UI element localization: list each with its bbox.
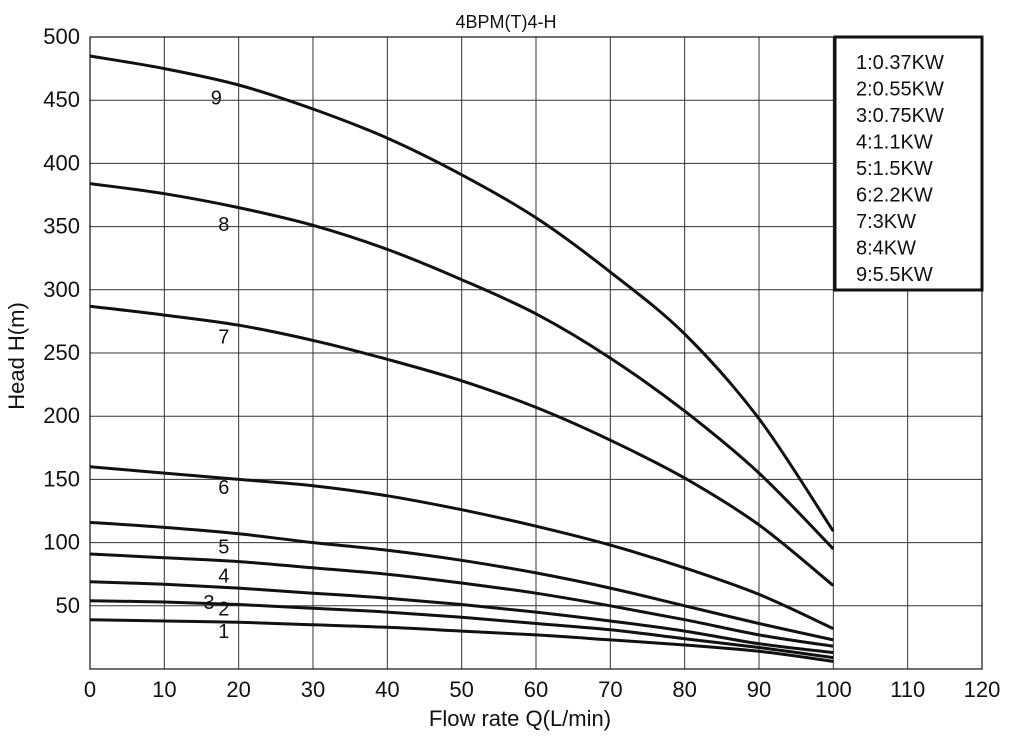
y-tick-label: 300 <box>43 277 80 302</box>
legend-box <box>833 35 984 292</box>
x-tick-label: 50 <box>449 677 473 702</box>
x-tick-label: 70 <box>598 677 622 702</box>
chart-title: 4BPM(T)4-H <box>455 12 556 32</box>
series-label-7: 7 <box>218 327 229 349</box>
series-line-3 <box>89 580 834 655</box>
plot-frame <box>89 36 983 670</box>
series-label-6: 6 <box>218 477 229 499</box>
y-tick-label: 350 <box>43 214 80 239</box>
y-tick-label: 400 <box>43 150 80 175</box>
x-tick-label: 30 <box>301 677 325 702</box>
legend-entry: 2:0.55KW <box>856 79 944 101</box>
legend-entry: 1:0.37KW <box>856 52 944 74</box>
x-tick-label: 40 <box>375 677 399 702</box>
legend-entry: 6:2.2KW <box>856 185 933 207</box>
legend-entry: 9:5.5KW <box>856 264 933 286</box>
series-label-8: 8 <box>218 214 229 236</box>
legend-entry: 8:4KW <box>856 238 916 260</box>
series-label-9: 9 <box>211 88 222 110</box>
x-axis-ticks: 0 10 20 30 40 50 60 70 80 90 100 110 120 <box>84 677 1000 702</box>
x-axis-title: Flow rate Q(L/min) <box>429 706 611 731</box>
y-tick-label: 450 <box>43 87 80 112</box>
series-line-4 <box>89 552 834 648</box>
y-tick-label: 100 <box>43 530 80 555</box>
x-tick-label: 110 <box>890 677 925 702</box>
series-line-2 <box>89 599 834 660</box>
legend-entry: 4:1.1KW <box>856 132 933 154</box>
y-tick-label: 50 <box>56 593 80 618</box>
series-line-1 <box>89 618 834 663</box>
series-line-9 <box>89 54 835 533</box>
series-line-7 <box>89 304 835 587</box>
series-label-2: 2 <box>218 598 229 620</box>
x-tick-label: 20 <box>226 677 250 702</box>
y-tick-label: 150 <box>43 466 80 491</box>
series-group <box>89 54 835 663</box>
series-label-3: 3 <box>203 592 214 614</box>
x-tick-label: 100 <box>815 677 852 702</box>
y-tick-label: 250 <box>43 340 80 365</box>
y-axis-ticks: 50 100 150 200 250 300 350 400 450 500 <box>43 24 80 618</box>
x-tick-label: 0 <box>84 677 96 702</box>
y-axis-title: Head H(m) <box>4 302 29 410</box>
series-label-1: 1 <box>218 621 229 643</box>
legend-entry: 7:3KW <box>856 211 916 233</box>
x-tick-label: 90 <box>747 677 771 702</box>
y-tick-label: 500 <box>43 24 80 49</box>
legend-entry: 3:0.75KW <box>856 105 944 127</box>
x-tick-label: 10 <box>152 677 176 702</box>
x-tick-label: 80 <box>672 677 696 702</box>
series-label-5: 5 <box>218 536 229 558</box>
series-label-4: 4 <box>218 565 229 587</box>
legend-entry: 5:1.5KW <box>856 158 933 180</box>
legend: 1:0.37KW 2:0.55KW 3:0.75KW 4:1.1KW 5:1.5KW 6:… <box>833 35 984 292</box>
series-line-5 <box>89 520 834 642</box>
x-tick-label: 120 <box>964 677 1001 702</box>
y-tick-label: 200 <box>43 403 80 428</box>
series-line-6 <box>89 465 834 630</box>
x-tick-label: 60 <box>524 677 548 702</box>
series-line-8 <box>89 182 835 550</box>
